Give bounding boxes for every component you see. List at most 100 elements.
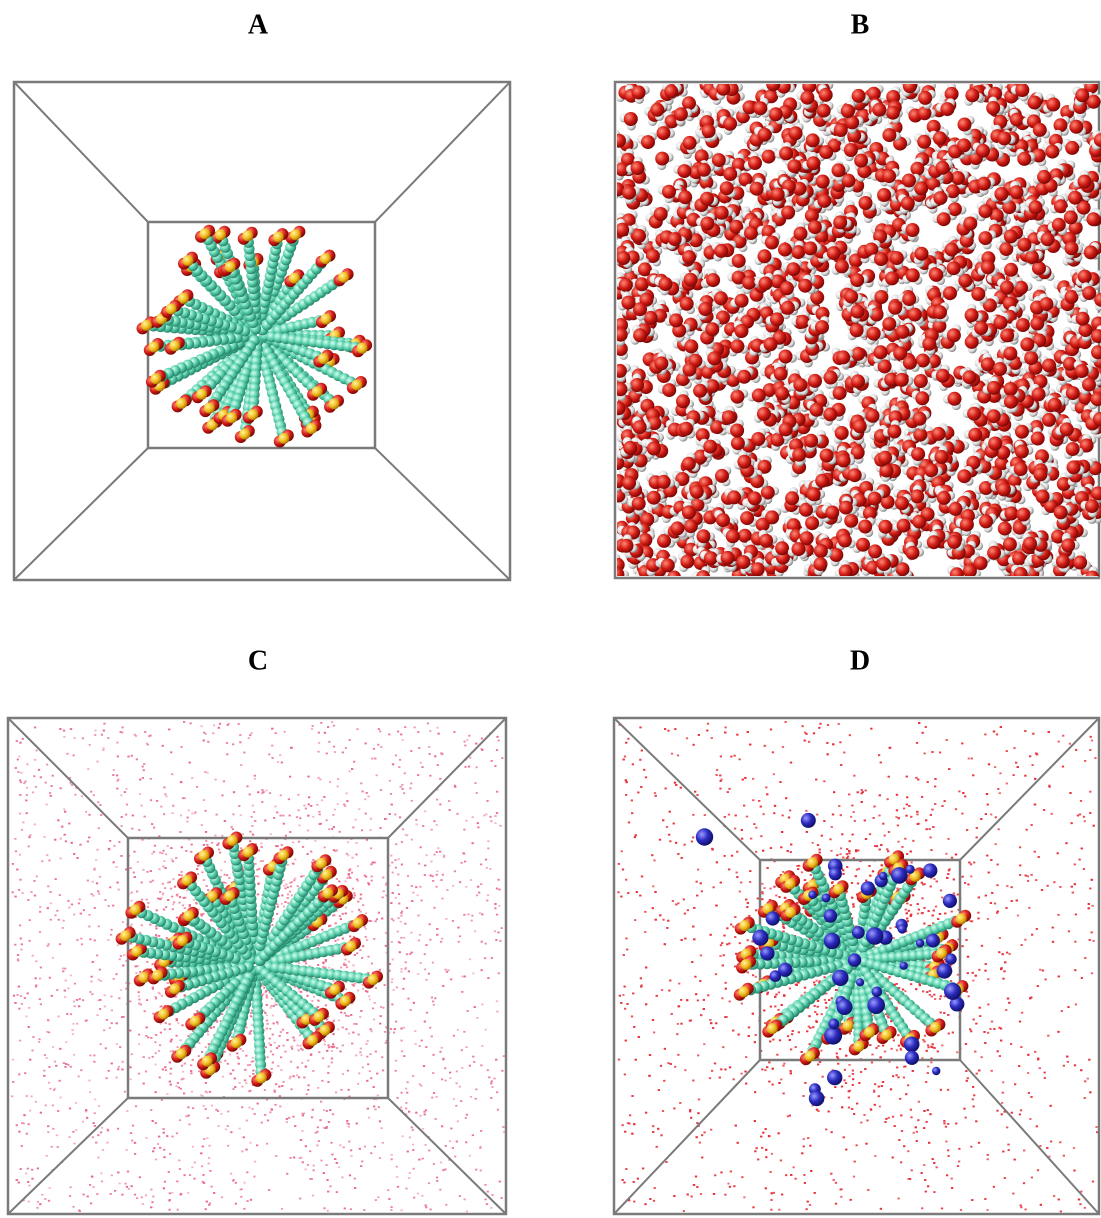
solvent-dot [126,1110,128,1112]
solvent-dot [374,1002,376,1004]
solvent-dot [486,900,488,902]
solvent-dot [16,1124,18,1126]
solvent-dot [323,1127,325,1129]
solvent-dot [170,1041,172,1043]
solvent-dot [313,1165,315,1167]
solvent-dot [220,1113,222,1115]
solvent-dot [423,1065,425,1067]
solvent-dot [297,885,299,887]
solvent-dot [133,872,135,874]
solvent-dot [498,879,500,881]
solvent-dot [464,1199,466,1201]
solvent-dot [465,820,467,822]
solvent-dot [62,970,64,972]
solvent-dot [205,1091,207,1093]
solvent-dot [424,865,426,867]
solvent-dot [138,829,140,831]
solvent-dot [425,1206,427,1208]
solvent-dot [272,1062,274,1064]
solvent-dot [481,969,483,971]
solvent-dot [415,886,417,888]
solvent-dot [88,1080,90,1082]
solvent-dot [261,789,263,791]
solvent-dot [287,864,289,866]
solvent-dot [294,986,296,988]
solvent-dot [351,872,353,874]
solvent-dot [400,912,402,914]
solvent-dot [73,755,75,757]
solvent-dot [54,914,56,916]
solvent-dot [290,1088,292,1090]
solvent-dot [350,1208,352,1210]
solvent-dot [183,721,185,723]
solvent-dot [417,731,419,733]
solvent-dot [287,1039,289,1041]
solvent-dot [240,847,242,849]
solvent-dot [365,876,367,878]
solvent-dot [435,886,437,888]
solvent-dot [115,973,117,975]
solvent-dot [49,1088,51,1090]
solvent-dot [461,862,463,864]
solvent-dot [360,1048,362,1050]
solvent-dot [190,1070,192,1072]
solvent-dot [407,1081,409,1083]
solvent-dot [387,1189,389,1191]
solvent-dot [431,1097,433,1099]
solvent-dot [429,775,431,777]
solvent-dot [90,1203,92,1205]
solvent-dot [192,1059,194,1061]
solvent-dot [485,814,487,816]
solvent-dot [144,816,146,818]
solvent-dot [38,1041,40,1043]
solvent-dot [176,895,178,897]
solvent-dot [168,729,170,731]
solvent-dot [155,996,157,998]
solvent-dot [305,1145,307,1147]
solvent-dot [429,923,431,925]
solvent-dot [347,877,349,879]
solvent-dot [433,1163,435,1165]
solvent-dot [348,875,350,877]
solvent-dot [143,1083,145,1085]
solvent-dot [441,1079,443,1081]
solvent-dot [205,1082,207,1084]
solvent-dot [299,1045,301,1047]
solvent-dot [432,962,434,964]
solvent-dot [90,791,92,793]
solvent-dot [299,817,301,819]
solvent-dot [327,1191,329,1193]
solvent-dot [249,1090,251,1092]
solvent-dot [391,1158,393,1160]
solvent-dot [480,1130,482,1132]
solvent-dot [425,944,427,946]
solvent-dot [299,1034,301,1036]
solvent-dot [411,800,413,802]
solvent-dot [290,1061,292,1063]
solvent-dot [326,753,328,755]
solvent-dot [374,758,376,760]
solvent-dot [307,830,309,832]
solvent-dot [162,866,164,868]
solvent-dot [96,882,98,884]
solvent-dot [249,794,251,796]
solvent-dot [365,928,367,930]
solvent-dot [193,899,195,901]
solvent-dot [131,924,133,926]
solvent-dot [487,894,489,896]
solvent-dot [152,1056,154,1058]
solvent-dot [271,998,273,1000]
solvent-dot [410,932,412,934]
solvent-dot [491,1080,493,1082]
solvent-dot [40,1003,42,1005]
solvent-dot [76,939,78,941]
solvent-dot [392,959,394,961]
solvent-dot [72,1033,74,1035]
solvent-dot [394,814,396,816]
solvent-dot [27,993,29,995]
solvent-dot [371,758,373,760]
solvent-dot [429,753,431,755]
solvent-dot [145,1195,147,1197]
solvent-dot [127,1171,129,1173]
solvent-dot [401,968,403,970]
